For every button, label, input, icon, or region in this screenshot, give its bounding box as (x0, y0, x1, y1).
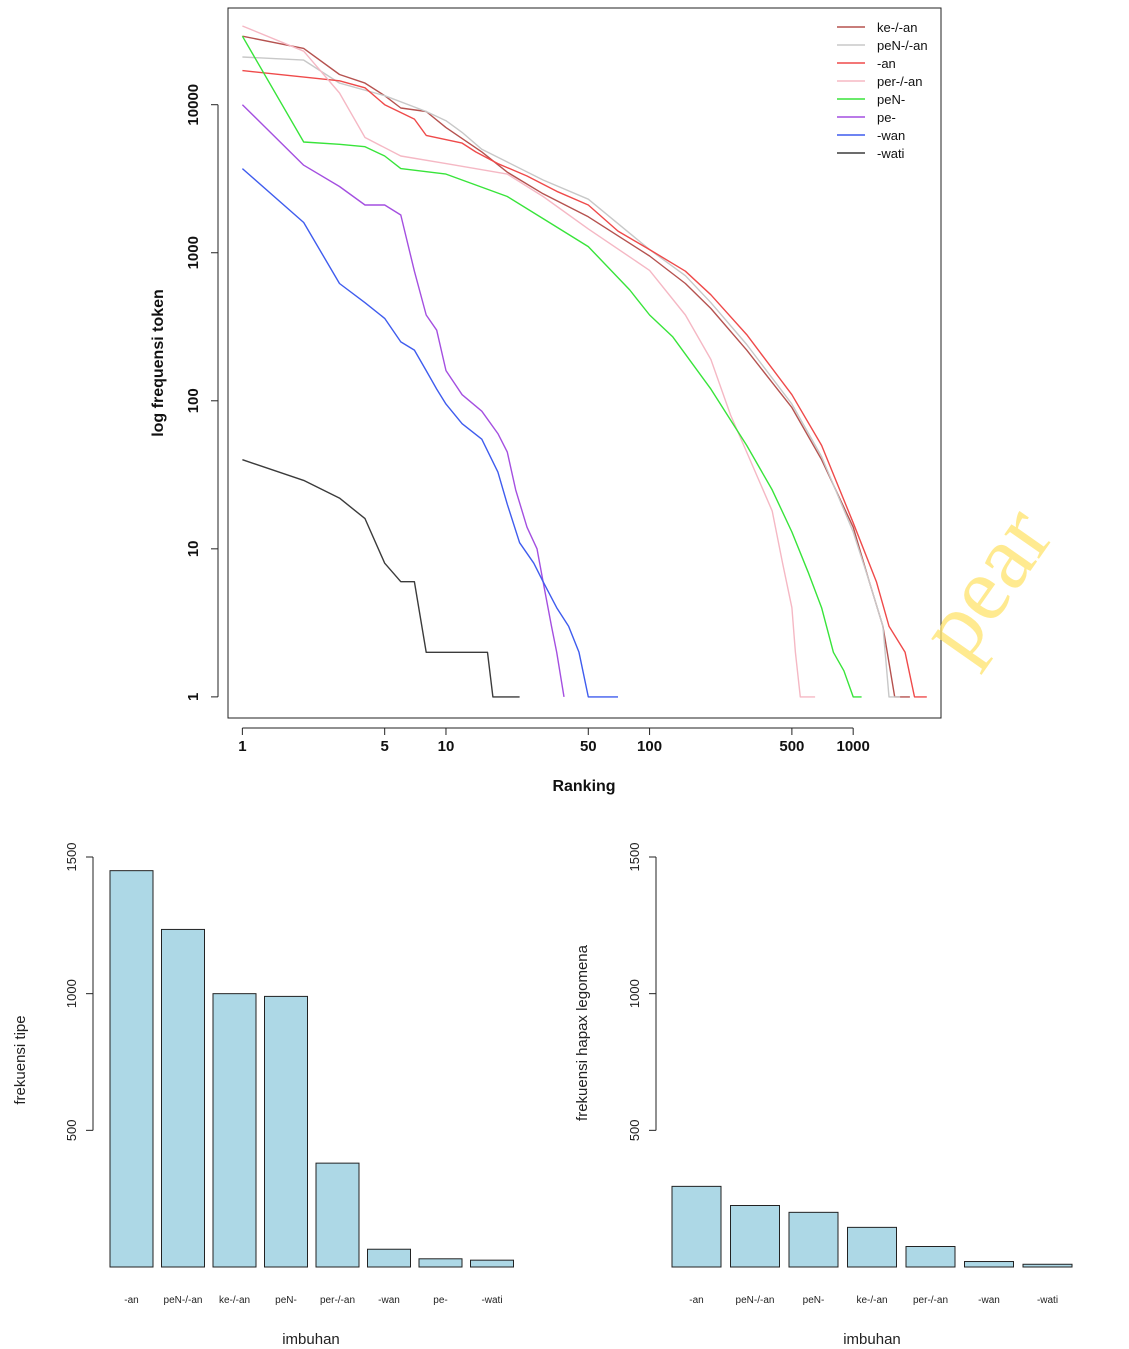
y-tick-label: 1 (185, 693, 202, 701)
y-axis-label: log frequensi token (150, 289, 167, 437)
y-axis-label: frekuensi tipe (12, 1015, 29, 1104)
category-label: peN-/-an (164, 1295, 203, 1306)
bar-5 (367, 1248, 411, 1268)
series-line-1 (242, 56, 901, 698)
bar-4 (315, 1162, 360, 1268)
category-label: pe- (433, 1295, 447, 1306)
bar-7 (470, 1259, 514, 1268)
category-label: -wati (481, 1295, 502, 1306)
category-label: -wan (378, 1295, 400, 1306)
category-label: per-/-an (320, 1295, 355, 1306)
category-label: -wan (978, 1295, 1000, 1306)
legend-label: per-/-an (877, 74, 923, 89)
category-label: peN- (275, 1295, 297, 1306)
legend-label: pe- (877, 110, 896, 125)
legend-label: peN-/-an (877, 38, 928, 53)
series-line-3 (242, 25, 816, 698)
bar-0 (671, 1185, 722, 1268)
category-label: peN-/-an (736, 1295, 775, 1306)
hapax-frequency-bar-chart: 500 1000 1500 -an peN-/-an peN-ke-/-an per-/-… (574, 843, 1073, 1348)
bar-6 (1022, 1263, 1073, 1268)
x-tick-label: 100 (637, 738, 662, 755)
category-labels: -an peN-/-an ke-/-an peN-per-/-an -wan pe- -wa… (124, 1295, 502, 1306)
category-label: ke-/-an (219, 1295, 250, 1306)
bar-4 (905, 1246, 956, 1268)
x-tick-label: 500 (779, 738, 804, 755)
x-axis-label: Ranking (552, 778, 615, 795)
category-label: peN- (803, 1295, 825, 1306)
y-tick-label: 10 (185, 540, 202, 557)
category-label: -an (689, 1295, 703, 1306)
y-tick-label: 1000 (64, 979, 79, 1008)
category-label: -an (124, 1295, 138, 1306)
bar-2 (212, 993, 257, 1268)
y-axis: 1 10 100 1000 10000 (185, 84, 219, 701)
x-tick-label: 1000 (836, 738, 869, 755)
series-line-7 (242, 459, 520, 698)
bar-5 (964, 1261, 1014, 1268)
category-label: ke-/-an (856, 1295, 887, 1306)
category-label: -wati (1037, 1295, 1058, 1306)
y-axis: 500 1000 1500 (64, 843, 94, 1141)
x-tick-label: 1 (238, 738, 246, 755)
legend-label: peN- (877, 92, 905, 107)
x-tick-label: 5 (381, 738, 389, 755)
y-axis-label: frekuensi hapax legomena (574, 944, 591, 1121)
y-tick-label: 10000 (185, 84, 202, 126)
y-tick-label: 500 (627, 1119, 642, 1141)
y-tick-label: 500 (64, 1119, 79, 1141)
series-line-0 (242, 35, 910, 698)
bar-1 (161, 928, 205, 1268)
legend-label: -wati (877, 146, 905, 161)
bar-3 (847, 1226, 897, 1268)
legend: ke-/-an peN-/-an -an per-/-an peN-pe- -wan -wa… (837, 20, 928, 161)
x-axis: 1 5 10 50 100 500 1000 (238, 727, 870, 755)
bars (109, 870, 514, 1268)
series-line-2 (242, 69, 927, 698)
category-labels: -an peN-/-an peN-ke-/-an per-/-an -wan -wati (689, 1295, 1058, 1306)
x-tick-label: 10 (438, 738, 455, 755)
y-axis: 500 1000 1500 (627, 843, 657, 1141)
bar-2 (788, 1211, 839, 1268)
watermark: pear (897, 488, 1071, 676)
x-axis-label: imbuhan (843, 1331, 901, 1348)
legend-label: -an (877, 56, 896, 71)
series-line-5 (241, 104, 565, 698)
y-tick-label: 1000 (627, 979, 642, 1008)
bar-3 (264, 995, 308, 1268)
bars (671, 1185, 1073, 1268)
x-tick-label: 50 (580, 738, 597, 755)
token-frequency-line-chart: 1 10 100 1000 10000 1 5 10 50 100 500 1000 ke-/-an… (150, 7, 942, 795)
category-label: per-/-an (913, 1295, 948, 1306)
bar-6 (418, 1258, 463, 1268)
y-tick-label: 1500 (627, 843, 642, 872)
series-lines (241, 25, 927, 698)
legend-label: ke-/-an (877, 20, 917, 35)
bar-0 (109, 870, 154, 1268)
type-frequency-bar-chart: 500 1000 1500 -an peN-/-an ke-/-an peN-per-/-… (12, 843, 514, 1348)
y-tick-label: 1000 (185, 236, 202, 269)
y-tick-label: 1500 (64, 843, 79, 872)
y-tick-label: 100 (185, 388, 202, 413)
series-line-6 (241, 168, 618, 698)
plot-frame (227, 7, 942, 719)
bar-1 (730, 1205, 780, 1268)
series-line-4 (241, 35, 862, 698)
legend-label: -wan (877, 128, 905, 143)
x-axis-label: imbuhan (282, 1331, 340, 1348)
